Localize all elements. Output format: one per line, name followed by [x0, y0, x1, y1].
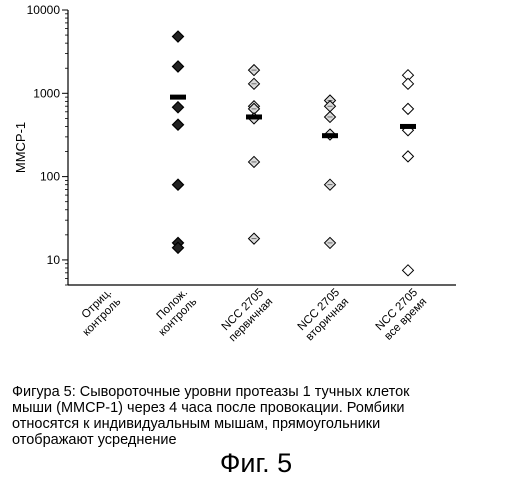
x-tick-label: Полож.контроль — [147, 287, 199, 339]
x-tick-label: Отриц.контроль — [71, 287, 123, 339]
mean-marker — [322, 133, 338, 138]
y-axis-label: MMCP-1 — [13, 122, 28, 173]
chart: 10 100 1000 10000 MMCP-1 Отриц.контроль Полож.… — [0, 0, 512, 380]
data-point — [173, 61, 184, 72]
caption-line: отображают усреднение — [12, 432, 507, 448]
x-tick-label: NCC 2705вторичная — [295, 287, 352, 344]
data-point — [403, 103, 414, 114]
data-point — [173, 179, 184, 190]
data-point — [403, 265, 414, 276]
chart-axes — [62, 10, 456, 285]
data-point — [173, 31, 184, 42]
x-tick-label: NCC 2705все время — [373, 287, 429, 343]
data-point — [173, 119, 184, 130]
mean-marker — [246, 114, 262, 119]
caption-line: относятся к индивидуальным мышам, прямоу… — [12, 416, 507, 432]
y-tick-label: 100 — [40, 170, 60, 184]
caption-line: мыши (MMCP-1) через 4 часа после провока… — [12, 400, 507, 416]
figure-caption: Фигура 5: Сывороточные уровни протеазы 1… — [12, 384, 507, 448]
y-tick-label: 10 — [47, 253, 61, 267]
y-tick-label: 1000 — [33, 86, 60, 100]
x-tick-label: NCC 2705первичная — [218, 287, 276, 345]
data-point — [173, 102, 184, 113]
caption-line: Фигура 5: Сывороточные уровни протеазы 1… — [12, 384, 507, 400]
data-point — [403, 78, 414, 89]
mean-marker — [170, 95, 186, 100]
data-point — [403, 151, 414, 162]
chart-points — [173, 31, 414, 276]
figure-label: Фиг. 5 — [0, 448, 512, 479]
mean-marker — [400, 124, 416, 129]
y-tick-label: 10000 — [27, 3, 61, 17]
chart-labels: 10 100 1000 10000 MMCP-1 Отриц.контроль Полож.… — [13, 3, 429, 344]
chart-means — [170, 95, 416, 139]
